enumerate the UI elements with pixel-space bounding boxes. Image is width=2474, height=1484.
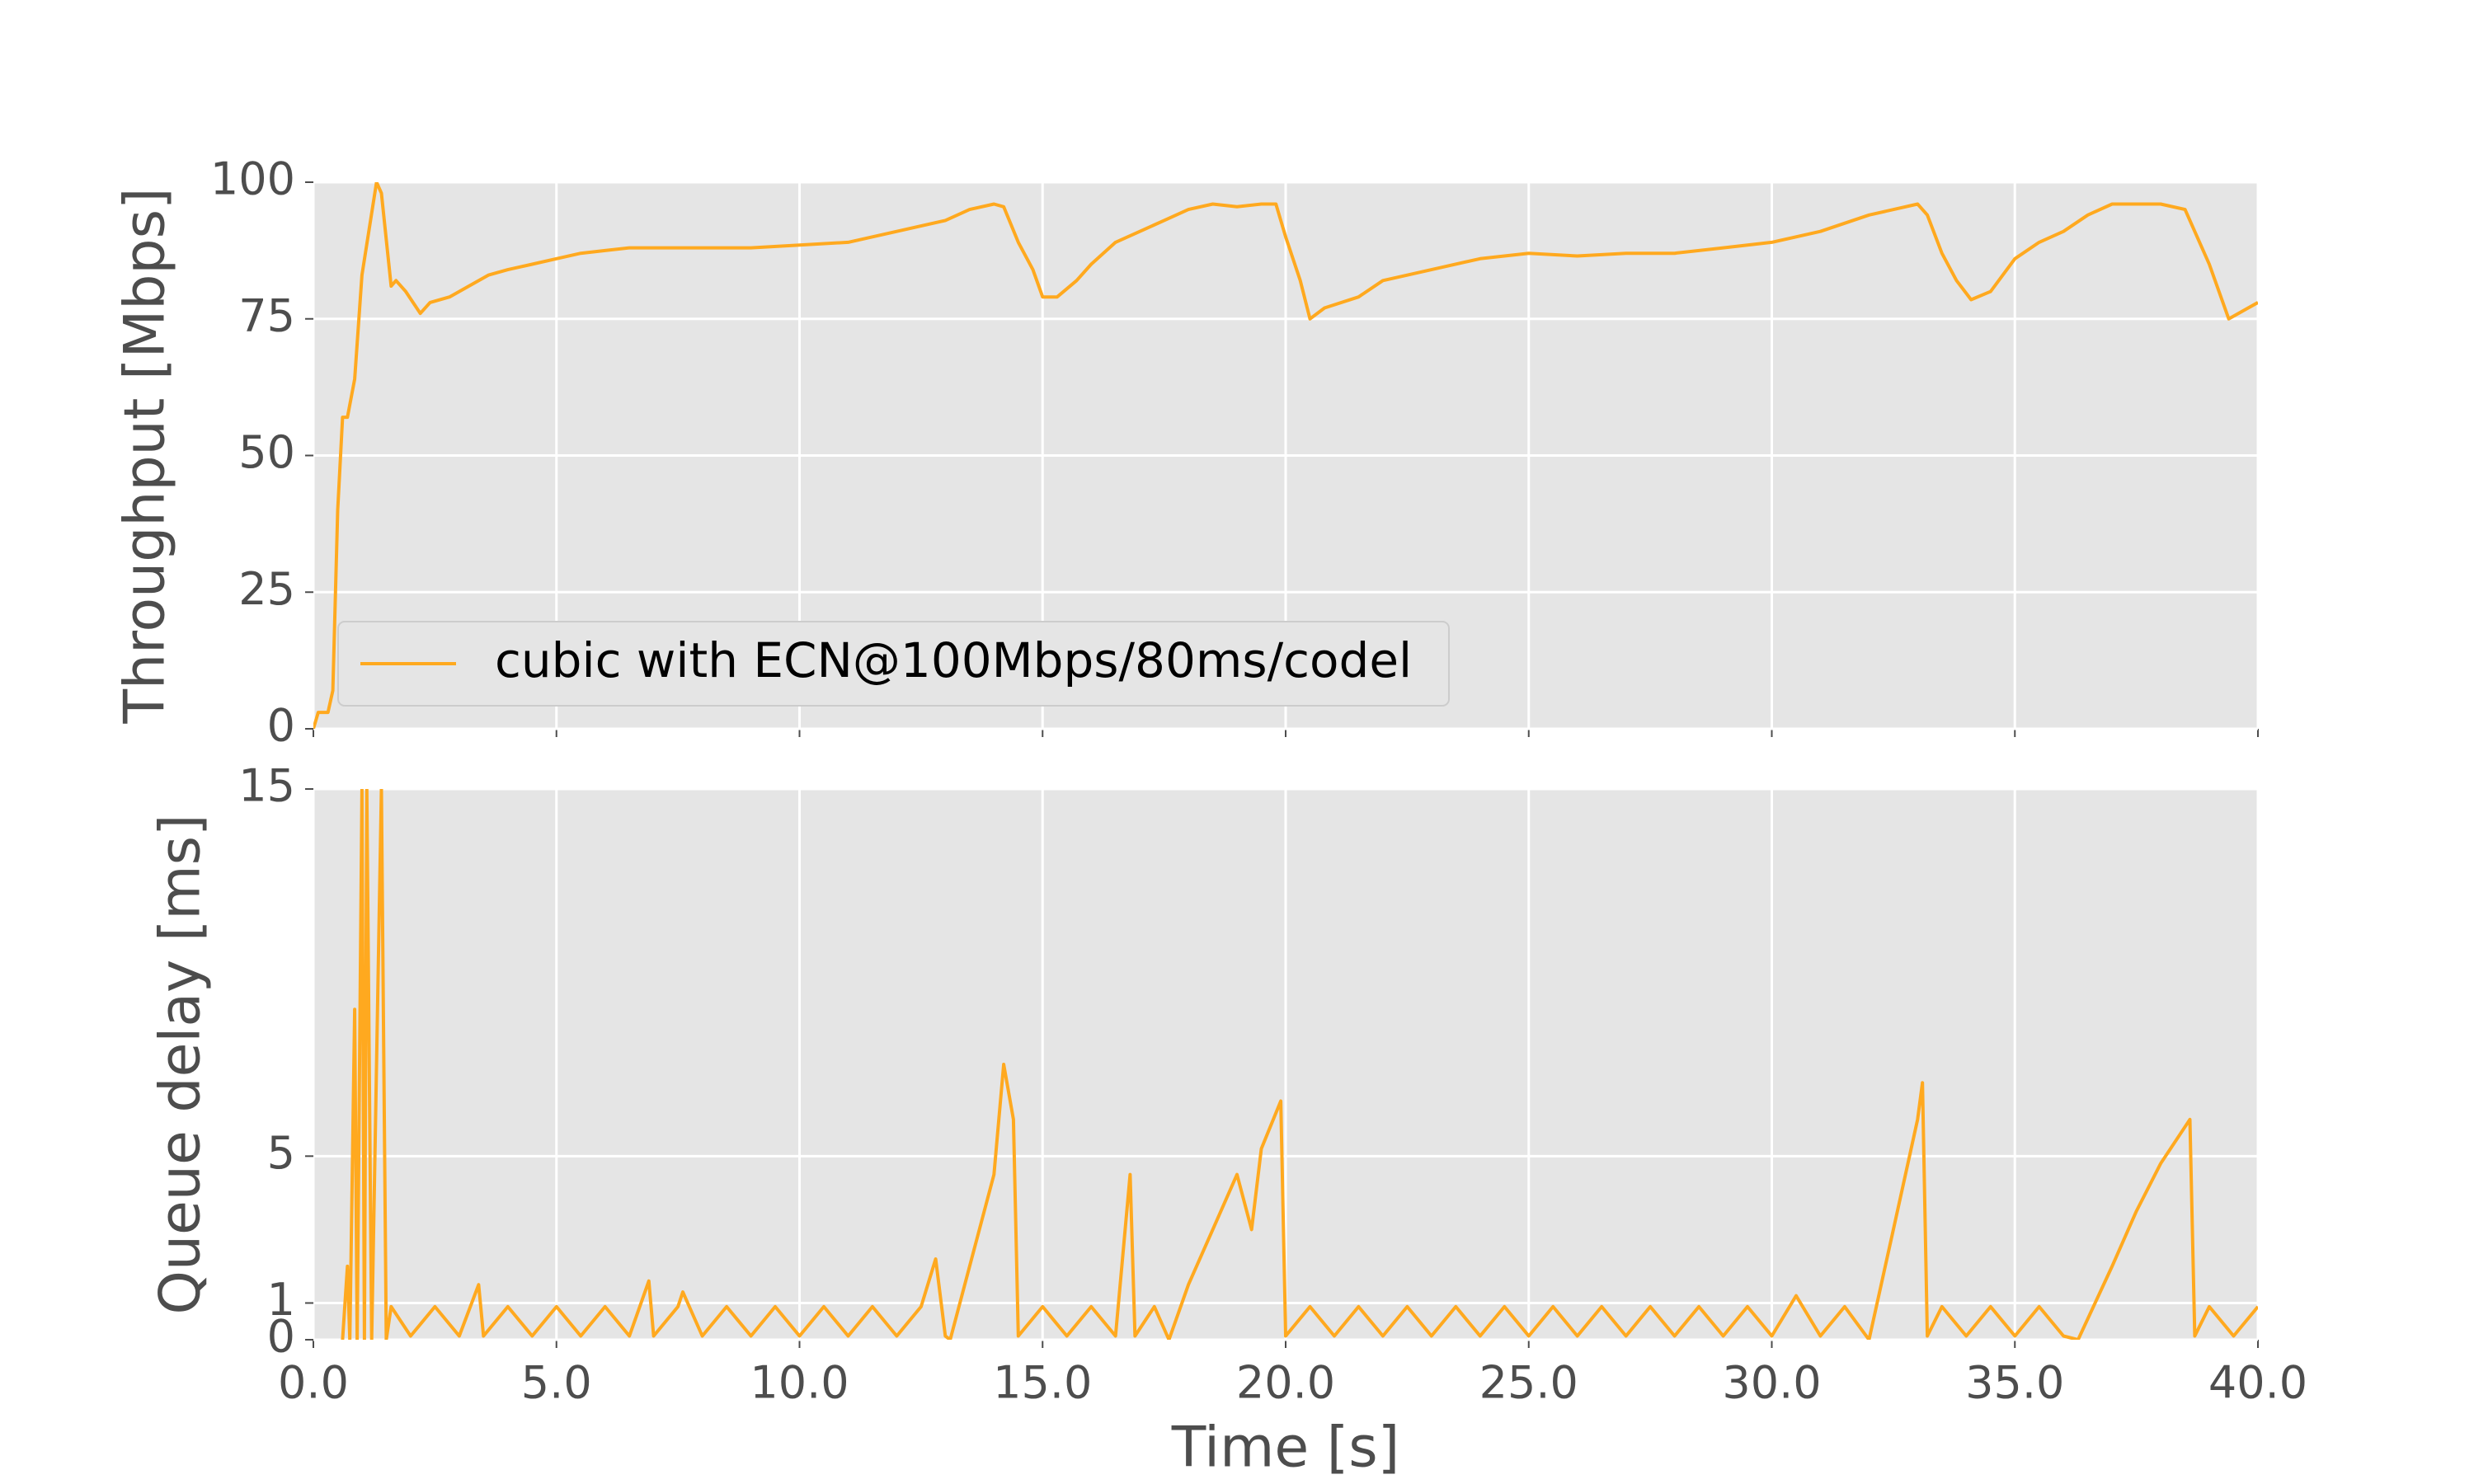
x-tick-label: 20.0 — [1236, 1357, 1335, 1409]
x-tick-label: 35.0 — [1965, 1357, 2064, 1409]
y-axis-label: Throughput [Mbps] — [113, 187, 178, 724]
y-tick-label: 1 — [267, 1274, 295, 1326]
y-tick-label: 100 — [210, 153, 295, 205]
x-tick-label: 5.0 — [521, 1357, 592, 1409]
y-tick-label: 50 — [238, 426, 295, 478]
data-line — [341, 789, 2258, 1340]
legend-label: cubic with ECN@100Mbps/80ms/codel — [495, 632, 1412, 688]
x-axis-label: Time [s] — [1171, 1416, 1400, 1481]
y-axis-label: Queue delay [ms] — [148, 814, 214, 1314]
legend-box — [337, 621, 1450, 707]
x-tick-label: 10.0 — [750, 1357, 849, 1409]
y-tick-label: 0 — [267, 1311, 295, 1363]
y-tick-label: 25 — [238, 563, 295, 615]
x-tick-label: 0.0 — [278, 1357, 349, 1409]
x-tick-label: 40.0 — [2208, 1357, 2307, 1409]
data-line — [313, 182, 2258, 729]
x-tick-label: 25.0 — [1479, 1357, 1578, 1409]
x-tick-label: 30.0 — [1722, 1357, 1821, 1409]
y-tick-label: 15 — [238, 760, 295, 812]
x-tick-label: 15.0 — [993, 1357, 1092, 1409]
y-tick-label: 0 — [267, 700, 295, 752]
y-tick-label: 5 — [267, 1127, 295, 1179]
y-tick-label: 75 — [238, 289, 295, 341]
